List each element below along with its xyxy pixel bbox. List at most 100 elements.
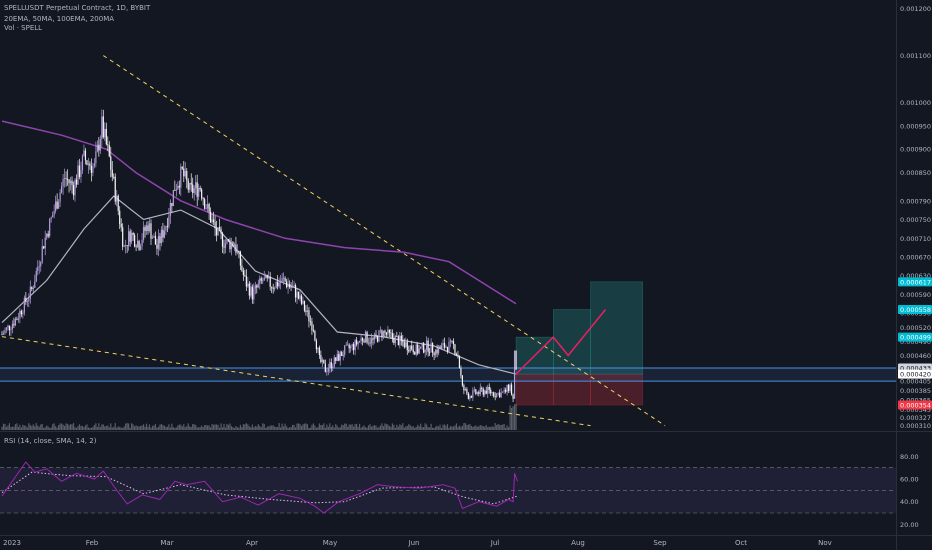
volume-bar <box>148 424 151 430</box>
volume-bar <box>212 424 215 430</box>
candle-body <box>178 185 180 188</box>
volume-legend[interactable]: Vol · SPELL <box>4 24 43 32</box>
candle-body <box>159 236 161 244</box>
candle-body <box>22 312 24 315</box>
volume-bar <box>178 424 180 430</box>
volume-bar <box>390 426 392 430</box>
candle-body <box>165 226 167 231</box>
volume-bar <box>502 424 504 430</box>
volume-bar <box>259 425 261 430</box>
candle-body <box>86 160 88 165</box>
volume-bar <box>184 427 186 430</box>
candle-body <box>381 330 383 337</box>
candle-body <box>257 283 259 288</box>
rsi-line <box>1 461 518 514</box>
volume-bar <box>277 427 279 430</box>
pane-separator-volume <box>0 431 932 432</box>
volume-bar <box>479 425 481 430</box>
volume-bar <box>235 425 237 430</box>
price-tick-label: 0.000345 <box>900 406 931 414</box>
candle-body <box>277 282 279 287</box>
candle-body <box>476 392 478 394</box>
price-tick-label: 0.001100 <box>900 52 931 60</box>
candle-body <box>342 354 344 357</box>
symbol-title[interactable]: SPELLUSDT Perpetual Contract, 1D, BYBIT <box>4 4 151 12</box>
candle-body <box>280 282 282 283</box>
price-tick-label: 0.000385 <box>900 387 931 395</box>
price-tick-label: 0.000950 <box>900 122 931 130</box>
candle-body <box>162 229 164 238</box>
candle-body <box>196 182 198 197</box>
volume-bar <box>210 427 212 430</box>
candle-body <box>126 245 128 247</box>
volume-bar <box>399 424 401 430</box>
candle-body <box>308 310 310 322</box>
candle-body <box>412 349 414 353</box>
volume-bar <box>186 426 188 430</box>
candle-body <box>204 199 206 209</box>
candle-body <box>254 285 256 289</box>
price-label-text: 0.000420 <box>900 371 931 379</box>
volume-bar <box>190 426 192 430</box>
volume-bar <box>339 427 341 430</box>
volume-bar <box>265 427 267 430</box>
volume-bar <box>134 426 136 430</box>
candle-body <box>490 389 492 394</box>
candle-body <box>338 354 340 361</box>
volume-bar <box>385 424 388 430</box>
volume-bar <box>168 424 170 430</box>
candle-body <box>463 385 465 391</box>
volume-bar <box>388 425 390 430</box>
volume-bar <box>309 427 312 430</box>
volume-bar <box>56 427 58 430</box>
candle-body <box>376 335 379 342</box>
volume-bar <box>323 423 325 430</box>
volume-bar <box>208 425 210 430</box>
candle-body <box>317 347 319 350</box>
candle-body <box>80 170 82 177</box>
candle-body <box>505 389 507 392</box>
volume-bar <box>338 427 340 430</box>
volume-bar <box>71 424 73 430</box>
volume-bar <box>166 426 168 430</box>
candle-body <box>5 327 8 330</box>
volume-bar <box>220 423 222 430</box>
volume-bar <box>53 423 55 430</box>
candle-body <box>1 334 3 336</box>
price-label-box <box>898 400 932 410</box>
volume-bar <box>439 424 441 430</box>
candle-body <box>275 282 277 289</box>
rsi-tick-label: 60.00 <box>900 476 919 484</box>
indicator-legend[interactable]: 20EMA, 50MA, 100EMA, 200MA <box>4 15 115 23</box>
candle-body <box>396 336 398 337</box>
candle-body <box>400 335 402 341</box>
candle-body <box>74 179 76 196</box>
candle-body <box>163 230 166 238</box>
candle-body <box>23 297 25 313</box>
candle-body <box>329 362 331 369</box>
volume-bar <box>393 424 395 430</box>
volume-bar <box>74 427 76 430</box>
volume-bar <box>288 427 291 430</box>
rsi-legend[interactable]: RSI (14, close, SMA, 14, 2) <box>4 437 97 445</box>
candle-body <box>61 186 63 193</box>
candle-body <box>29 286 31 299</box>
candle-body <box>458 356 461 369</box>
candle-body <box>201 189 203 199</box>
candle-body <box>229 240 231 250</box>
candle-body <box>205 208 207 210</box>
candle-body <box>382 330 385 337</box>
volume-bar <box>378 426 380 430</box>
volume-bar <box>202 427 204 430</box>
candle-body <box>268 276 270 279</box>
candle-body <box>8 325 11 331</box>
volume-bar <box>268 426 270 430</box>
price-label-text: 0.000617 <box>900 278 931 286</box>
volume-bar <box>154 424 157 430</box>
candle-body <box>503 389 505 392</box>
candle-body <box>409 345 411 352</box>
volume-bar <box>8 423 11 430</box>
volume-bar <box>461 425 464 430</box>
candle-body <box>101 116 103 140</box>
